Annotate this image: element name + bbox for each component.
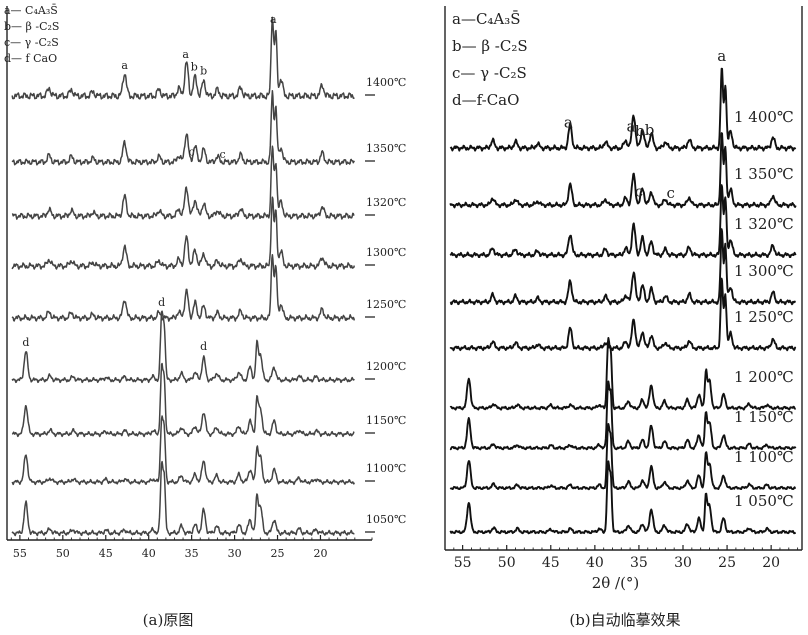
trace-9 bbox=[449, 460, 797, 535]
panel-caption: (a)原图 bbox=[143, 611, 194, 629]
x-tick-label: 35 bbox=[185, 547, 199, 560]
peak-label-b: b bbox=[645, 121, 655, 139]
peak-label-c: c bbox=[635, 183, 643, 201]
x-tick-label: 55 bbox=[13, 547, 27, 560]
x-tick-label: 20 bbox=[313, 547, 327, 560]
trace-6 bbox=[449, 337, 797, 411]
trace-7 bbox=[449, 380, 797, 451]
temperature-label: 1320℃ bbox=[366, 196, 406, 209]
peak-label-a: a bbox=[270, 13, 277, 26]
legend-entry: d—f-CaO bbox=[452, 91, 519, 109]
x-tick-label: 45 bbox=[99, 547, 113, 560]
x-tick-label: 30 bbox=[674, 555, 692, 571]
x-tick-label: 30 bbox=[228, 547, 242, 560]
legend-entry: c— γ -C₂S bbox=[452, 64, 527, 82]
panel-caption: (b)自动临摹效果 bbox=[569, 611, 680, 629]
legend-entry: a—C₄A₃S̄ bbox=[452, 10, 521, 28]
temperature-label: 1 250℃ bbox=[734, 308, 794, 326]
panel-a: 55 50 45 40 35 30 25 20 1400℃ 1350℃ 1320℃ 1300℃ 1250… bbox=[4, 4, 406, 629]
trace-8 bbox=[11, 415, 356, 486]
trace-1 bbox=[449, 67, 797, 152]
peak-label-b: b bbox=[200, 65, 207, 78]
trace-8 bbox=[449, 423, 797, 491]
temperature-label: 1300℃ bbox=[366, 246, 406, 259]
legend-entry: a— C₄A₃S̄ bbox=[4, 4, 58, 17]
trace-6 bbox=[11, 310, 355, 384]
x-tick-label: 40 bbox=[586, 555, 604, 571]
peak-label-b: b bbox=[635, 122, 645, 140]
legend-entry: c— γ -C₂S bbox=[4, 36, 59, 49]
x-tick-label: 45 bbox=[542, 555, 560, 571]
x-tick-label: 50 bbox=[498, 555, 516, 571]
legend-entry: b— β -C₂S bbox=[4, 20, 59, 33]
trace-5 bbox=[449, 277, 797, 352]
temperature-label: 1150℃ bbox=[366, 414, 406, 427]
temperature-label: 1050℃ bbox=[366, 513, 406, 526]
trace-2 bbox=[449, 132, 797, 209]
temperature-label: 1250℃ bbox=[366, 298, 406, 311]
peak-label-a: a bbox=[564, 113, 573, 131]
temperature-label: 1 400℃ bbox=[734, 108, 794, 126]
panel-b: 55 50 45 40 35 30 25 20 1 400℃ 1 350℃ 1 320℃ 1 300℃… bbox=[444, 6, 803, 629]
temperature-label: 1 300℃ bbox=[734, 262, 794, 280]
peak-label-b: b bbox=[191, 61, 198, 74]
legend-entry: b— β -C₂S bbox=[452, 37, 528, 55]
peak-label-d: d bbox=[158, 296, 165, 309]
temperature-label: 1100℃ bbox=[366, 462, 406, 475]
peak-label-c: c bbox=[189, 146, 195, 159]
trace-5 bbox=[11, 253, 356, 322]
temperature-label: 1350℃ bbox=[366, 142, 406, 155]
temperature-label: 1 150℃ bbox=[734, 408, 794, 426]
trace-4 bbox=[449, 228, 797, 306]
peak-label-c: c bbox=[219, 148, 225, 161]
x-tick-label: 20 bbox=[762, 555, 780, 571]
temperature-label: 1 200℃ bbox=[734, 368, 794, 386]
peak-label-d: d bbox=[200, 340, 207, 353]
temperature-label: 1 320℃ bbox=[734, 215, 794, 233]
x-axis-title: 2θ /(°) bbox=[592, 574, 640, 592]
x-tick-label: 50 bbox=[56, 547, 70, 560]
trace-4 bbox=[11, 196, 356, 270]
legend-entry: d— f CaO bbox=[4, 52, 57, 65]
trace-1 bbox=[11, 16, 355, 100]
trace-7 bbox=[11, 362, 355, 438]
peak-label-a: a bbox=[121, 59, 128, 72]
x-tick-label: 40 bbox=[142, 547, 156, 560]
x-tick-label: 25 bbox=[271, 547, 285, 560]
x-tick-label: 55 bbox=[454, 555, 472, 571]
trace-3 bbox=[11, 145, 355, 220]
peak-label-c: c bbox=[666, 184, 674, 202]
trace-2 bbox=[11, 90, 355, 166]
trace-9 bbox=[11, 460, 355, 537]
temperature-label: 1 100℃ bbox=[734, 448, 794, 466]
x-tick-label: 25 bbox=[718, 555, 736, 571]
x-tick-label: 35 bbox=[630, 555, 648, 571]
peak-label-d: d bbox=[22, 336, 29, 349]
peak-label-a: a bbox=[182, 48, 189, 61]
peak-label-a: a bbox=[627, 118, 636, 136]
trace-3 bbox=[449, 184, 797, 259]
temperature-label: 1200℃ bbox=[366, 360, 406, 373]
peak-label-a: a bbox=[717, 47, 726, 65]
temperature-label: 1400℃ bbox=[366, 76, 406, 89]
temperature-label: 1 050℃ bbox=[734, 492, 794, 510]
temperature-label: 1 350℃ bbox=[734, 165, 794, 183]
